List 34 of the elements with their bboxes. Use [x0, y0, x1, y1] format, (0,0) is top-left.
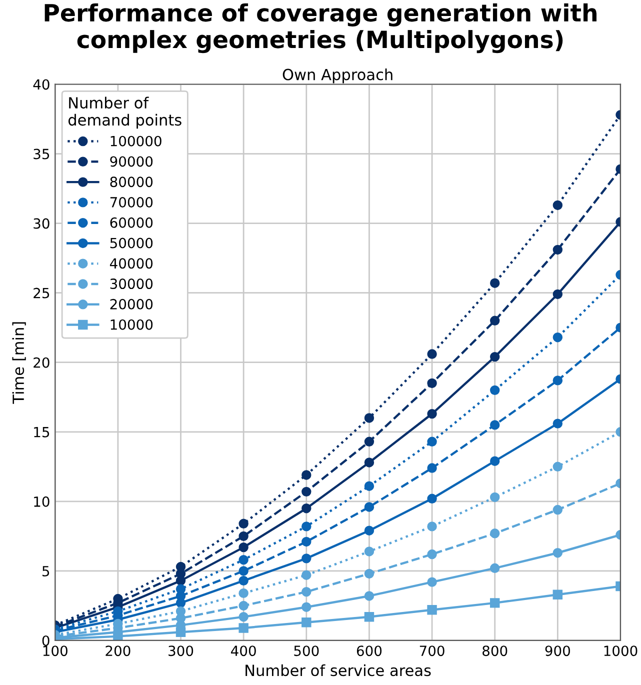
y-tick-label: 0: [42, 635, 50, 646]
y-tick-label: 35: [34, 148, 50, 160]
x-tick-label: 1000: [604, 646, 638, 656]
chart-title: Performance of coverage generation with complex geometries (Multipolygons): [44, 3, 596, 54]
y-tick-label: 20: [34, 357, 50, 368]
chart-subtitle: Own Approach: [282, 68, 392, 84]
legend-label: 100000: [110, 136, 162, 146]
y-tick-label: 30: [34, 218, 50, 229]
legend-label: 80000: [110, 176, 153, 188]
x-axis-title: Number of service areas: [246, 664, 431, 676]
x-tick-label: 200: [106, 646, 130, 656]
x-tick-label: 600: [356, 646, 382, 656]
legend-label: 90000: [110, 156, 153, 167]
x-tick-label: 700: [420, 646, 444, 656]
legend-label: 60000: [110, 217, 153, 228]
x-tick-label: 400: [231, 646, 256, 656]
x-tick-label: 300: [168, 646, 194, 656]
legend-label: 30000: [110, 278, 153, 290]
y-axis-title: Time [min]: [12, 322, 26, 404]
legend-label: 50000: [110, 238, 153, 248]
legend-title: Number of demand points: [68, 96, 182, 129]
legend-label: 20000: [110, 298, 153, 310]
legend-label: 40000: [110, 258, 153, 269]
legend-label: 70000: [110, 196, 153, 208]
y-tick-label: 25: [34, 288, 50, 298]
x-tick-label: 500: [294, 646, 319, 656]
y-tick-label: 15: [34, 427, 50, 438]
y-tick-label: 10: [34, 496, 50, 507]
y-tick-label: 5: [42, 566, 50, 576]
x-tick-label: 800: [482, 646, 508, 656]
x-tick-label: 900: [545, 646, 570, 656]
x-tick-label: 100: [43, 646, 68, 656]
legend-label: 10000: [110, 319, 153, 330]
y-tick-label: 40: [33, 79, 50, 90]
